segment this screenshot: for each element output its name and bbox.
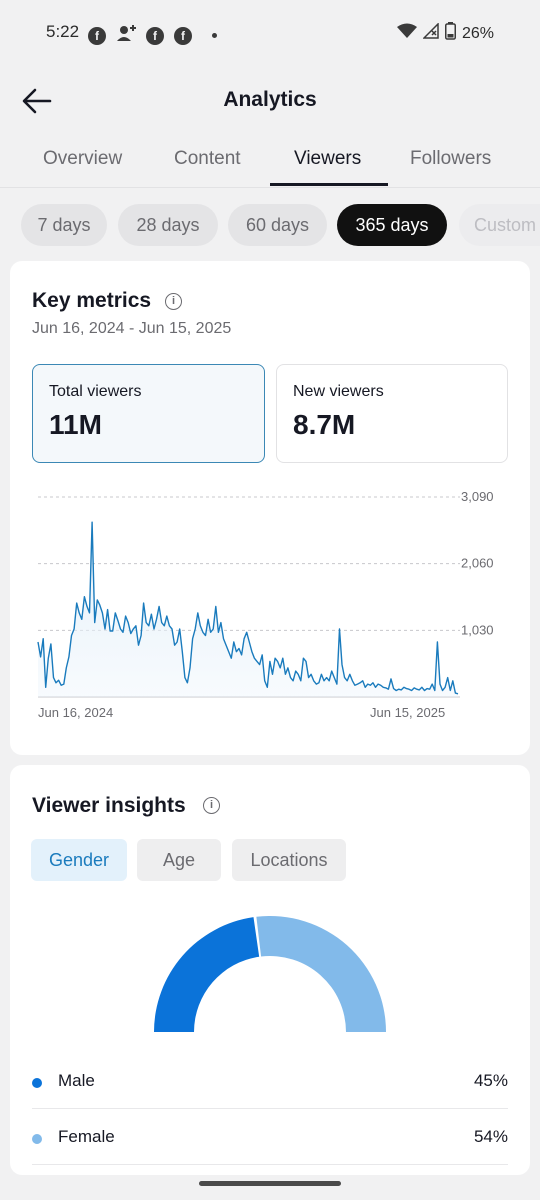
date-filter-chips: 7 days 28 days 60 days 365 days Custom xyxy=(21,204,540,246)
y-tick-label: 1,030 xyxy=(461,622,494,637)
metric-value: 11M xyxy=(49,409,102,440)
notification-icons: f f f xyxy=(88,24,217,47)
back-button[interactable] xyxy=(20,84,54,118)
page-title: Analytics xyxy=(223,88,317,111)
segment-age[interactable]: Age xyxy=(137,839,221,881)
facebook-icon: f xyxy=(174,26,192,45)
battery-icon xyxy=(444,22,456,45)
status-bar: 5:22 f f f 26% xyxy=(0,0,540,66)
more-notifications-dot xyxy=(212,33,217,38)
active-tab-indicator xyxy=(270,183,388,186)
tab-overview[interactable]: Overview xyxy=(43,148,123,169)
y-tick-label: 2,060 xyxy=(461,556,494,571)
series-area xyxy=(38,522,458,697)
filter-7-days[interactable]: 7 days xyxy=(21,204,107,246)
filter-60-days[interactable]: 60 days xyxy=(228,204,327,246)
add-contact-icon xyxy=(116,24,136,47)
metric-label: New viewers xyxy=(293,383,384,400)
signal-icon xyxy=(422,22,439,44)
tab-bar: Overview Content Viewers Followers xyxy=(0,136,540,188)
key-metrics-card: Key metrics i Jun 16, 2024 - Jun 15, 202… xyxy=(10,261,530,755)
app-header: Analytics xyxy=(0,70,540,130)
legend-label: Female xyxy=(58,1127,115,1146)
status-time: 5:22 xyxy=(46,22,80,41)
viewer-insights-card: Viewer insights i Gender Age Locations M… xyxy=(10,765,530,1175)
system-status: 26% xyxy=(396,22,494,45)
filter-custom[interactable]: Custom xyxy=(459,204,540,246)
metric-label: Total viewers xyxy=(49,383,142,400)
info-icon[interactable]: i xyxy=(203,797,220,814)
tab-viewers[interactable]: Viewers xyxy=(294,148,362,169)
donut-slice-female xyxy=(256,916,386,1032)
series-line xyxy=(37,521,459,695)
viewers-line-chart: 3,090 2,060 1,030 xyxy=(37,489,494,698)
legend-percent: 54% xyxy=(473,1127,508,1146)
legend-label: Male xyxy=(58,1071,95,1090)
metric-new-viewers[interactable]: New viewers 8.7M xyxy=(276,364,508,463)
legend-color-dot xyxy=(32,1134,42,1144)
x-tick-label-start: Jun 16, 2024 xyxy=(38,705,114,720)
legend-row-male: Male 45% xyxy=(32,1053,508,1109)
x-tick-label-end: Jun 15, 2025 xyxy=(370,705,446,720)
filter-28-days[interactable]: 28 days xyxy=(118,204,218,246)
date-range: Jun 16, 2024 - Jun 15, 2025 xyxy=(32,320,232,337)
facebook-icon: f xyxy=(88,26,106,45)
home-indicator[interactable] xyxy=(199,1181,341,1186)
tab-followers[interactable]: Followers xyxy=(410,148,492,169)
key-metrics-title: Key metrics xyxy=(32,289,152,312)
legend-row-female: Female 54% xyxy=(32,1109,508,1165)
segment-locations[interactable]: Locations xyxy=(232,839,346,881)
battery-percent: 26% xyxy=(461,24,494,42)
segment-gender[interactable]: Gender xyxy=(31,839,127,881)
filter-365-days[interactable]: 365 days xyxy=(337,204,447,246)
tab-content[interactable]: Content xyxy=(174,148,241,169)
gender-half-donut-chart xyxy=(154,916,386,1032)
metric-value: 8.7M xyxy=(293,409,356,440)
metric-total-viewers[interactable]: Total viewers 11M xyxy=(32,364,265,463)
wifi-icon xyxy=(396,23,417,44)
viewer-insights-title: Viewer insights xyxy=(32,794,186,817)
legend-percent: 45% xyxy=(473,1071,508,1090)
legend-color-dot xyxy=(32,1078,42,1088)
info-icon[interactable]: i xyxy=(165,293,182,310)
donut-slice-male xyxy=(154,917,260,1032)
facebook-icon: f xyxy=(146,26,164,45)
y-tick-label: 3,090 xyxy=(461,489,494,504)
back-arrow-icon xyxy=(22,88,52,114)
